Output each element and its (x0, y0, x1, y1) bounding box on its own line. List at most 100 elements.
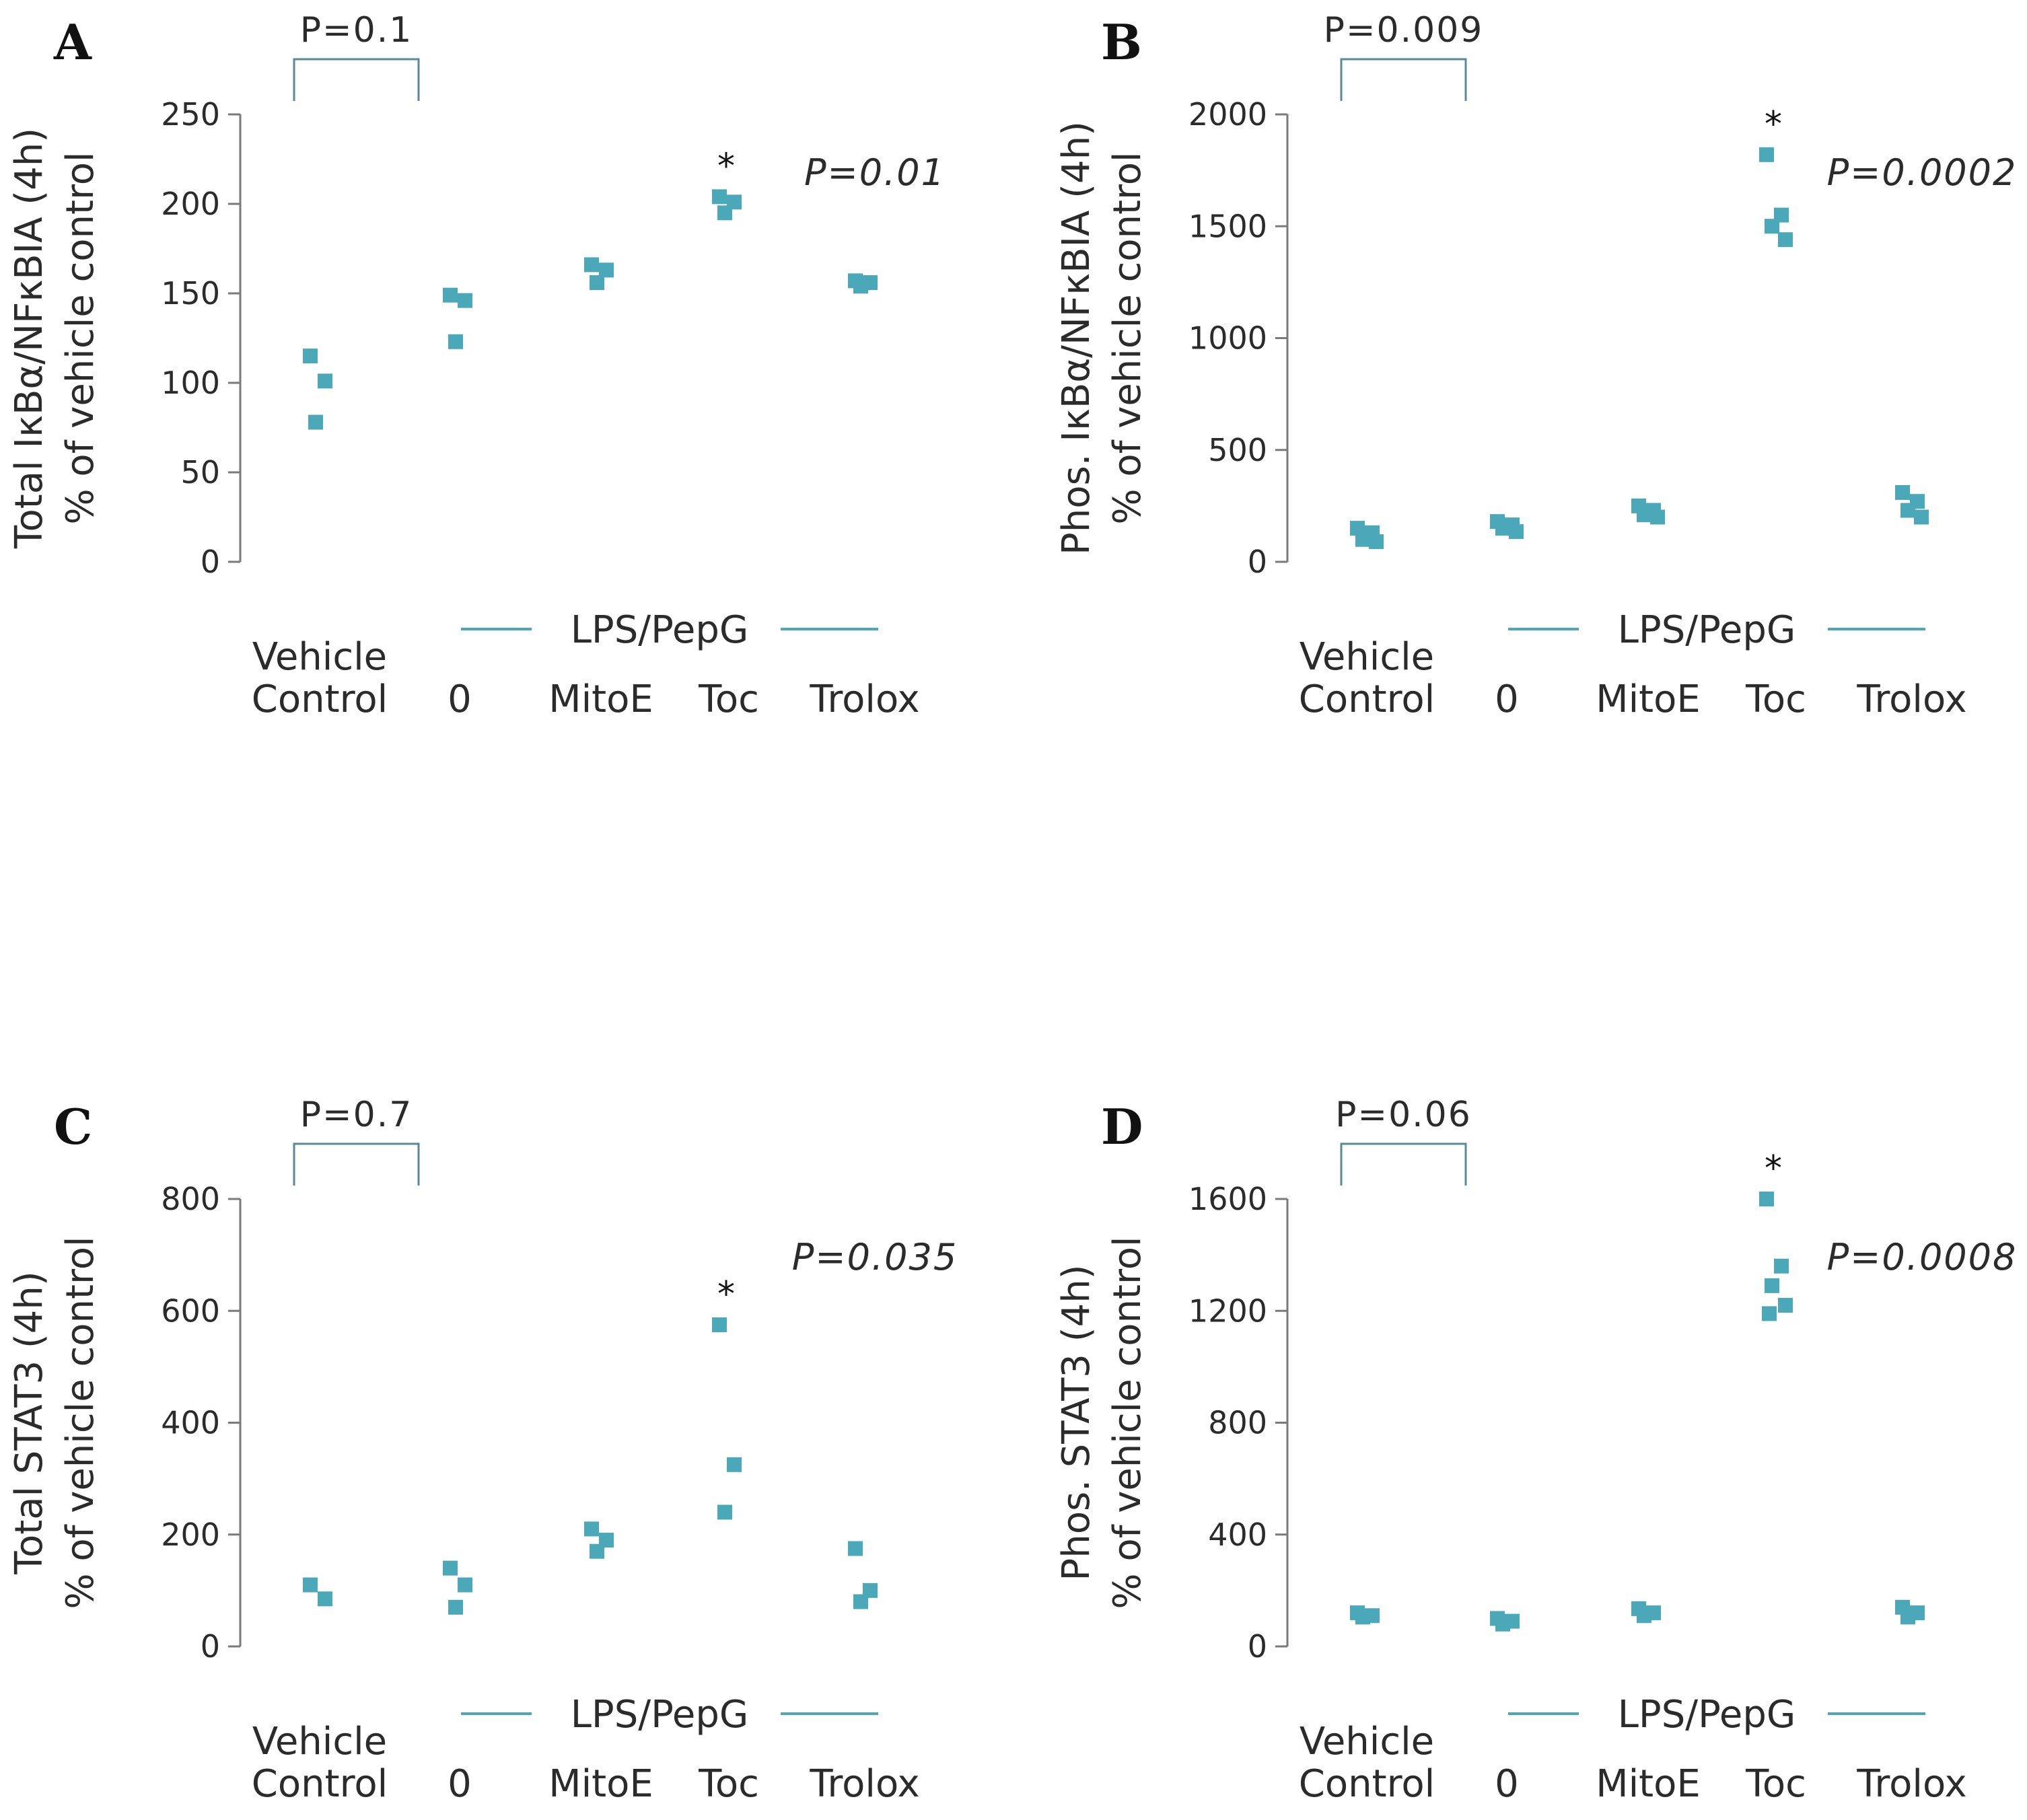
panel-c-point-3-2 (717, 1504, 732, 1520)
panel-c-point-0-0 (303, 1577, 318, 1593)
panel-b-cat-label-2: MitoE (1596, 678, 1700, 721)
panel-b-bracket (1340, 58, 1467, 101)
panel-c-letter: C (54, 1098, 92, 1155)
panel-c-cat-label-3: Toc (698, 1762, 759, 1806)
panel-c-cat-label-2: MitoE (548, 1762, 653, 1806)
panel-c-point-2-2 (590, 1543, 604, 1559)
panel-b-p-value: P=0.0002 (1827, 151, 2018, 194)
panel-b-point-1-2 (1495, 521, 1510, 536)
panel-d-point-2-2 (1637, 1608, 1651, 1624)
panel-b-cat-label-0-a: Vehicle (1300, 635, 1434, 679)
panel-a-bracket (293, 58, 420, 101)
panel-b-letter: B (1101, 13, 1142, 71)
panel-b-point-2-2 (1637, 507, 1651, 523)
panel-d-bracket (1340, 1142, 1467, 1186)
panel-d-ylabel-line-2: % of vehicle control (1106, 1236, 1149, 1609)
panel-a-ytick-label-3: 150 (161, 275, 220, 312)
panel-a-ytick-label-2: 100 (161, 365, 220, 401)
panel-d-point-3-3 (1778, 1297, 1793, 1313)
panel-b-point-3-2 (1765, 219, 1779, 234)
panel-a-cat-label-4: Trolox (809, 678, 919, 721)
panel-c-cat-label-1: 0 (448, 1762, 472, 1806)
panel-d-point-3-1 (1774, 1258, 1789, 1274)
panel-a-ylabel-line-1: Total IκBα/NFκBIA (4h) (7, 128, 51, 549)
panel-d-ytick-label-4: 1600 (1188, 1181, 1267, 1217)
panel-c-ytick-label-1: 200 (161, 1517, 220, 1553)
panel-b-ytick-label-2: 1000 (1188, 320, 1267, 357)
panel-a-point-3-0 (712, 189, 727, 205)
panel-d-cat-label-4: Trolox (1856, 1762, 1966, 1806)
panel-d-significance-star: * (1765, 1149, 1782, 1189)
panel-c-ytick-label-0: 0 (201, 1628, 220, 1665)
panel-d-ytick-label-1: 400 (1208, 1517, 1267, 1553)
panel-d-ytick-label-3: 1200 (1188, 1293, 1267, 1329)
panel-b-cat-label-0-b: Control (1299, 678, 1435, 721)
panel-a-cat-label-0-b: Control (252, 678, 388, 721)
panel-a-point-1-2 (448, 334, 463, 349)
panel-a-point-1-1 (458, 293, 472, 308)
panel-c-point-1-1 (458, 1577, 472, 1593)
panel-b-point-4-2 (1900, 503, 1915, 518)
panel-a-point-3-2 (717, 205, 732, 221)
panel-b-cat-label-3: Toc (1745, 678, 1806, 721)
panel-b-point-3-0 (1759, 147, 1774, 162)
panel-c-point-2-1 (599, 1533, 614, 1548)
panel-b-group-label: LPS/PepG (1618, 608, 1796, 652)
panel-c-cat-label-0-b: Control (252, 1762, 388, 1806)
panel-d-ylabel-line-1: Phos. STAT3 (4h) (1055, 1264, 1098, 1580)
panel-a-point-2-2 (590, 275, 604, 291)
panel-a-point-0-1 (318, 373, 332, 389)
panel-d-point-3-0 (1759, 1192, 1774, 1206)
panel-b-ytick-label-3: 1500 (1188, 208, 1267, 244)
panel-d-point-3-2 (1765, 1278, 1779, 1293)
panel-c-point-3-1 (727, 1457, 742, 1472)
panel-a-ytick-label-1: 50 (180, 454, 220, 490)
panel-a-point-0-0 (303, 349, 318, 364)
panel-b-point-0-2 (1355, 532, 1370, 547)
panel-c-p-value: P=0.035 (792, 1236, 958, 1278)
panel-b-point-2-3 (1650, 509, 1665, 525)
panel-c-point-4-0 (848, 1541, 863, 1556)
panel-c-ytick-label-3: 600 (161, 1293, 220, 1329)
panel-a-ytick-label-0: 0 (201, 544, 220, 580)
panel-c-cat-label-0-a: Vehicle (252, 1720, 387, 1763)
panel-a-bracket-label: P=0.1 (300, 10, 413, 50)
panel-c-group-label: LPS/PepG (571, 1693, 749, 1737)
panel-b-point-4-3 (1914, 509, 1929, 525)
panel-a-ytick-label-4: 200 (161, 186, 220, 222)
panel-d-point-4-2 (1900, 1609, 1915, 1625)
panel-a-point-2-1 (599, 262, 614, 278)
panel-c-point-1-2 (448, 1599, 463, 1615)
panel-b-bracket-label: P=0.009 (1324, 10, 1484, 50)
panel-b-ylabel-line-2: % of vehicle control (1106, 151, 1149, 524)
panel-b-cat-label-4: Trolox (1856, 678, 1966, 721)
panel-c-significance-star: * (717, 1274, 735, 1315)
panel-c-cat-label-4: Trolox (809, 1762, 919, 1806)
panel-c-bracket (293, 1142, 420, 1186)
panel-a-point-0-2 (308, 414, 323, 430)
panel-d-ytick-label-2: 800 (1208, 1405, 1267, 1441)
panel-a-cat-label-3: Toc (698, 678, 759, 721)
panel-b-point-3-1 (1774, 207, 1789, 223)
panel-a-cat-label-0-a: Vehicle (252, 635, 387, 679)
panel-a-point-2-0 (584, 257, 599, 272)
panel-c-point-2-0 (584, 1521, 599, 1537)
panel-d-p-value: P=0.0008 (1827, 1236, 2018, 1278)
panel-d-letter: D (1101, 1098, 1143, 1155)
panel-b-ytick-label-4: 2000 (1188, 96, 1267, 133)
panel-c-point-3-0 (712, 1317, 727, 1333)
panel-b-point-0-3 (1369, 534, 1384, 550)
panel-b-cat-label-1: 0 (1495, 678, 1519, 721)
panel-c-bracket-label: P=0.7 (300, 1095, 413, 1135)
panel-a-ylabel-line-2: % of vehicle control (59, 151, 102, 524)
panel-d-group-label: LPS/PepG (1618, 1693, 1796, 1737)
panel-d-ytick-label-0: 0 (1248, 1628, 1267, 1665)
panel-a-ytick-label-5: 250 (161, 96, 220, 133)
panel-b-point-0-0 (1350, 521, 1365, 536)
panel-b-point-4-0 (1895, 484, 1910, 500)
panel-b-significance-star: * (1765, 104, 1782, 145)
panel-a-cat-label-1: 0 (448, 678, 472, 721)
panel-d-cat-label-0-b: Control (1299, 1762, 1435, 1806)
panel-c-point-0-1 (318, 1591, 332, 1607)
